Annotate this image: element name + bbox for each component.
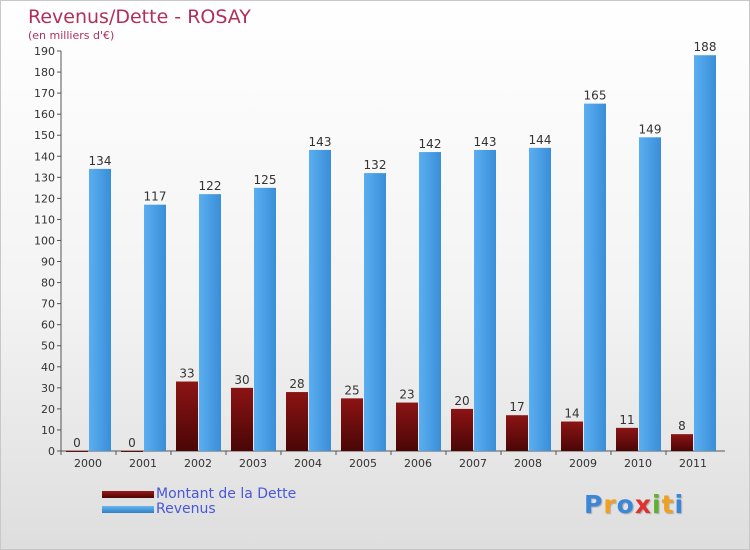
bar-debt [671,434,693,451]
y-tick-label: 170 [34,87,55,100]
y-tick-label: 180 [34,66,55,79]
y-tick-label: 80 [41,277,55,290]
y-tick-label: 70 [41,298,55,311]
x-tick-label: 2006 [404,457,432,470]
data-label-debt: 14 [564,407,579,421]
data-label-debt: 30 [234,373,249,387]
chart-subtitle: (en milliers d'€) [28,29,115,42]
bar-revenue [474,149,496,451]
y-tick-label: 90 [41,256,55,269]
legend-label-revenue: Revenus [156,501,216,517]
bar-debt [616,427,638,451]
bar-debt [66,451,88,452]
data-label-debt: 17 [509,400,524,414]
y-tick-label: 110 [34,213,55,226]
bar-revenue [529,147,551,451]
y-tick-label: 60 [41,319,55,332]
bar-debt [561,421,583,451]
bar-debt [231,387,253,451]
y-tick-label: 30 [41,382,55,395]
data-label-revenue: 149 [639,122,662,136]
y-tick-label: 150 [34,129,55,142]
data-label-revenue: 143 [309,135,332,149]
bar-debt [506,415,528,451]
x-tick-label: 2008 [514,457,542,470]
logo-letter: r [603,490,617,519]
data-label-debt: 11 [619,413,634,427]
data-label-debt: 8 [678,419,686,433]
data-label-debt: 28 [289,377,304,391]
x-tick-label: 2002 [184,457,212,470]
y-tick-label: 40 [41,361,55,374]
bar-revenue [584,103,606,451]
data-label-revenue: 143 [474,135,497,149]
data-label-revenue: 134 [89,154,112,168]
y-tick-label: 100 [34,234,55,247]
bar-debt [451,408,473,451]
bar-debt [341,398,363,451]
x-tick-label: 2004 [294,457,322,470]
logo-letter: t [661,490,675,519]
data-label-revenue: 144 [529,133,552,147]
x-tick-label: 2000 [74,457,102,470]
data-label-debt: 0 [128,436,136,450]
bar-revenue [364,173,386,451]
data-label-revenue: 142 [419,137,442,151]
proxiti-logo: Proxiti [584,490,684,519]
data-label-debt: 33 [179,367,194,381]
y-tick-label: 20 [41,403,55,416]
data-label-revenue: 122 [199,179,222,193]
bar-debt [286,392,308,451]
data-label-revenue: 188 [694,40,717,54]
data-label-revenue: 132 [364,158,387,172]
logo-letter: o [616,490,635,519]
x-tick-label: 2011 [679,457,707,470]
logo-letter: x [634,490,652,519]
y-tick-label: 10 [41,424,55,437]
bar-revenue [419,152,441,452]
x-tick-label: 2003 [239,457,267,470]
y-tick-label: 190 [34,45,55,58]
y-tick-label: 50 [41,340,55,353]
x-tick-label: 2005 [349,457,377,470]
y-tick-label: 160 [34,108,55,121]
bar-debt [176,381,198,451]
y-tick-label: 140 [34,150,55,163]
data-label-debt: 23 [399,388,414,402]
x-tick-label: 2001 [129,457,157,470]
data-label-revenue: 117 [144,190,167,204]
chart-title: Revenus/Dette - ROSAY [28,6,251,28]
data-label-revenue: 125 [254,173,277,187]
legend-swatch-revenue [102,506,154,513]
data-label-debt: 25 [344,383,359,397]
bar-revenue [199,194,221,451]
legend-label-debt: Montant de la Dette [156,486,297,502]
x-tick-label: 2010 [624,457,652,470]
x-tick-label: 2007 [459,457,487,470]
logo-letter: P [584,490,604,519]
logo-letter: i [652,490,662,519]
data-label-debt: 20 [454,394,469,408]
bar-debt [396,402,418,451]
y-tick-label: 130 [34,171,55,184]
bar-revenue [89,168,111,452]
bar-revenue [309,149,331,451]
bar-revenue [144,204,166,451]
bar-revenue [694,55,716,452]
legend-swatch-debt [102,491,154,498]
y-tick-label: 0 [48,445,55,458]
y-tick-label: 120 [34,192,55,205]
bar-revenue [639,137,661,451]
data-label-revenue: 165 [584,89,607,103]
logo-letter: i [674,490,685,519]
bar-debt [121,451,143,452]
bar-revenue [254,187,276,451]
data-label-debt: 0 [73,436,81,450]
x-tick-label: 2009 [569,457,597,470]
